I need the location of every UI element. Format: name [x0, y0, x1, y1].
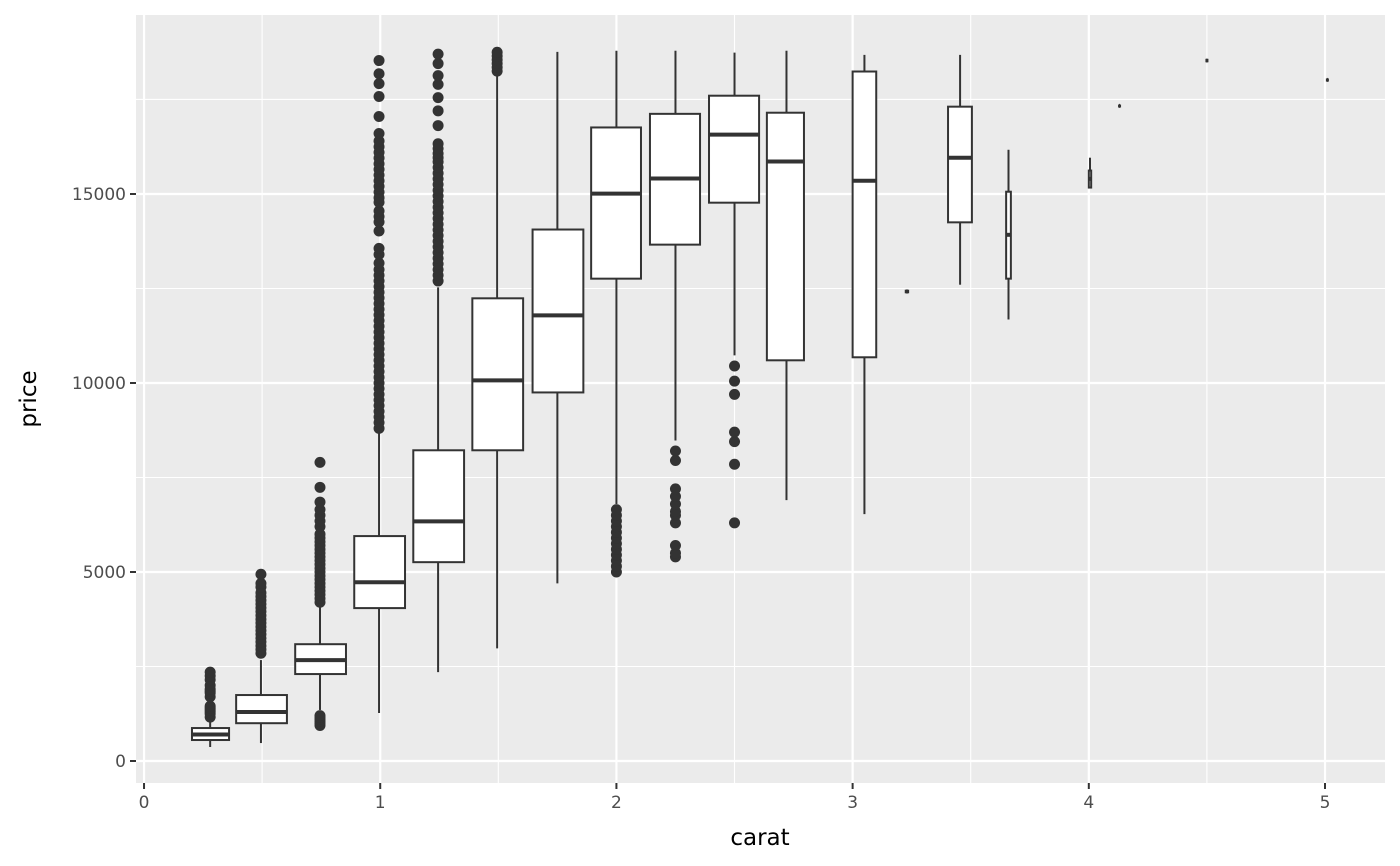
outlier-point: [204, 666, 216, 678]
outlier-point: [373, 128, 385, 140]
x-tick-label: 2: [611, 793, 622, 813]
box-group: [1118, 103, 1122, 108]
outlier-point: [373, 205, 385, 217]
y-tick-label: 15000: [72, 185, 126, 205]
outlier-point: [669, 483, 681, 495]
box-group: [190, 666, 231, 748]
box-iqr: [590, 126, 642, 280]
outlier-point: [373, 78, 385, 90]
y-axis: 0 5000 10000 15000: [72, 185, 136, 772]
outlier-point: [373, 110, 385, 122]
outlier-point: [669, 454, 681, 466]
outlier-point: [255, 568, 267, 580]
x-tick-label: 3: [847, 793, 858, 813]
box-iqr: [947, 105, 973, 224]
outlier-point: [610, 504, 622, 516]
x-axis-title: carat: [730, 825, 789, 851]
box-group: [531, 51, 585, 584]
outlier-point: [373, 135, 385, 147]
outlier-point: [669, 540, 681, 552]
box-group: [648, 50, 702, 563]
x-tick-label: 0: [139, 793, 150, 813]
box-group: [851, 54, 878, 515]
x-tick-label: 4: [1083, 793, 1094, 813]
box-group: [590, 50, 642, 578]
y-axis-title: price: [16, 370, 42, 427]
outlier-point: [314, 504, 326, 516]
box-iqr: [412, 449, 466, 564]
box-iqr: [235, 694, 288, 725]
box-iqr: [531, 228, 585, 394]
box-iqr: [851, 70, 878, 359]
box-group: [353, 55, 407, 713]
outlier-point: [729, 375, 741, 387]
outlier-point: [432, 105, 444, 117]
outlier-point: [729, 517, 741, 529]
box-group: [471, 46, 525, 649]
outlier-point: [729, 426, 741, 438]
box-group: [1087, 157, 1093, 189]
outlier-point: [669, 517, 681, 529]
box-iqr: [353, 535, 407, 610]
outlier-point: [255, 577, 267, 589]
box-group: [1005, 149, 1012, 320]
outlier-point: [314, 496, 326, 508]
box-group: [708, 52, 761, 529]
box-group: [1325, 77, 1329, 82]
outlier-point: [432, 58, 444, 70]
x-tick-label: 5: [1320, 793, 1331, 813]
box-group: [294, 456, 347, 731]
x-axis: 0 1 2 3 4 5: [139, 783, 1331, 813]
outlier-point: [373, 90, 385, 102]
outlier-point: [669, 490, 681, 502]
y-tick-label: 0: [115, 752, 126, 772]
outlier-point: [373, 242, 385, 254]
box-group: [412, 48, 466, 673]
outlier-point: [669, 547, 681, 559]
box-group: [765, 50, 805, 501]
outlier-point: [314, 710, 326, 722]
outlier-point: [669, 445, 681, 457]
outlier-point: [729, 360, 741, 372]
boxes: [190, 46, 1329, 748]
box-group: [904, 289, 910, 294]
outlier-point: [314, 528, 326, 540]
outlier-point: [432, 92, 444, 104]
outlier-point: [729, 458, 741, 470]
box-group: [1205, 58, 1209, 63]
outlier-point: [314, 456, 326, 468]
y-tick-label: 10000: [72, 374, 126, 394]
outlier-point: [669, 498, 681, 510]
outlier-point: [432, 120, 444, 132]
box-group: [947, 54, 973, 285]
x-tick-label: 1: [375, 793, 386, 813]
outlier-point: [432, 78, 444, 90]
y-tick-label: 5000: [83, 563, 126, 583]
outlier-point: [432, 48, 444, 60]
box-iqr: [708, 94, 761, 204]
outlier-point: [729, 436, 741, 448]
box-iqr: [765, 111, 805, 362]
outlier-point: [373, 257, 385, 269]
outlier-point: [669, 506, 681, 518]
outlier-point: [729, 388, 741, 400]
outlier-point: [491, 46, 503, 58]
outlier-point: [373, 55, 385, 67]
box-iqr: [471, 297, 525, 452]
outlier-point: [204, 700, 216, 712]
outlier-point: [432, 70, 444, 82]
outlier-point: [314, 481, 326, 493]
outlier-point: [373, 225, 385, 237]
box-group: [235, 568, 288, 744]
outlier-point: [432, 138, 444, 150]
outlier-point: [373, 68, 385, 80]
